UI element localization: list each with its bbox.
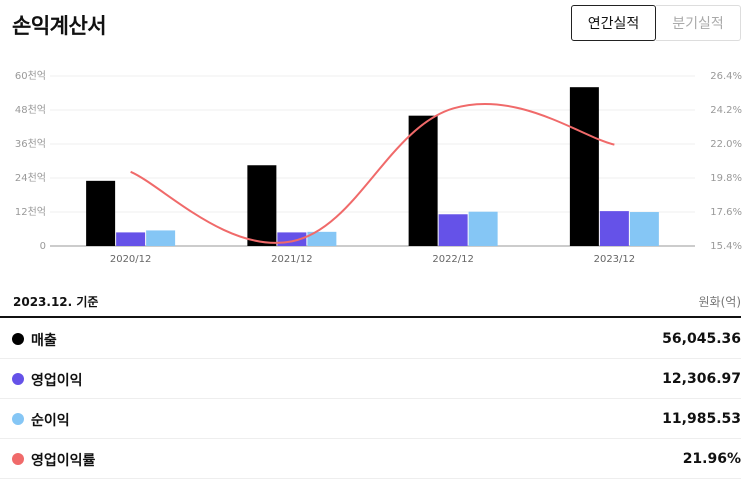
bar-net-income: [629, 212, 659, 246]
y-left-tick-label: 48천억: [15, 104, 46, 116]
y-left-tick-label: 60천억: [15, 70, 46, 82]
summary-row-operating-margin: 영업이익률 21.96%: [0, 439, 741, 479]
y-left-tick-label: 0: [40, 241, 46, 252]
y-right-tick-label: 15.4%: [710, 241, 742, 252]
summary-row-operating-profit: 영업이익 12,306.97: [0, 359, 741, 399]
summary-label: 순이익: [31, 413, 70, 429]
currency-unit: 원화(억): [698, 295, 741, 309]
x-tick-label: 2020/12: [110, 254, 152, 265]
bar-net-income: [146, 230, 176, 246]
income-chart: 0 15.4% 12천억 17.6% 24천억 19.8% 36천억 22.0% 48천억 24.…: [15, 70, 742, 265]
summary-row-net-income: 순이익 11,985.53: [0, 399, 741, 439]
summary-label: 매출: [31, 333, 57, 349]
bar-revenue: [569, 87, 599, 246]
y-right-tick-label: 17.6%: [710, 207, 742, 218]
bar-net-income: [468, 211, 498, 246]
operating-margin-dot-icon: [12, 453, 24, 465]
summary-value: 21.96%: [682, 451, 741, 467]
bar-operating-profit: [438, 214, 468, 246]
header: 손익계산서 연간실적 분기실적: [0, 0, 748, 50]
bar-revenue: [86, 180, 116, 246]
operating-profit-dot-icon: [12, 373, 24, 385]
y-right-tick-label: 19.8%: [710, 173, 742, 184]
x-tick-label: 2022/12: [432, 254, 474, 265]
revenue-dot-icon: [12, 333, 24, 345]
series-line-operating-margin: [130, 102, 615, 244]
y-left-tick-label: 12천억: [15, 206, 46, 218]
bar-operating-profit: [599, 211, 629, 246]
bar-net-income: [307, 231, 337, 246]
y-right-tick-label: 22.0%: [710, 139, 742, 150]
y-right-tick-label: 24.2%: [710, 105, 742, 116]
summary-value: 11,985.53: [662, 411, 741, 427]
summary-label: 영업이익률: [31, 453, 96, 469]
net-income-dot-icon: [12, 413, 24, 425]
x-tick-label: 2023/12: [594, 254, 636, 265]
basis-date: 2023.12. 기준: [13, 295, 99, 309]
summary-value: 12,306.97: [662, 371, 741, 387]
y-left-tick-label: 24천억: [15, 172, 46, 184]
bar-revenue: [247, 165, 277, 246]
y-left-tick-label: 36천억: [15, 138, 46, 150]
summary-label: 영업이익: [31, 373, 83, 389]
bar-revenue: [408, 115, 438, 246]
summary-list: 매출 56,045.36 영업이익 12,306.97 순이익 11,985.5…: [0, 319, 741, 479]
summary-header: 2023.12. 기준 원화(억): [0, 284, 741, 318]
y-right-tick-label: 26.4%: [710, 71, 742, 82]
x-tick-label: 2021/12: [271, 254, 313, 265]
summary-value: 56,045.36: [662, 331, 741, 347]
period-tabs: 연간실적 분기실적: [571, 5, 741, 41]
tab-annual[interactable]: 연간실적: [571, 5, 656, 41]
summary-row-revenue: 매출 56,045.36: [0, 319, 741, 359]
bar-operating-profit: [116, 232, 146, 246]
page-title: 손익계산서: [12, 14, 107, 38]
tab-quarterly[interactable]: 분기실적: [656, 5, 741, 41]
